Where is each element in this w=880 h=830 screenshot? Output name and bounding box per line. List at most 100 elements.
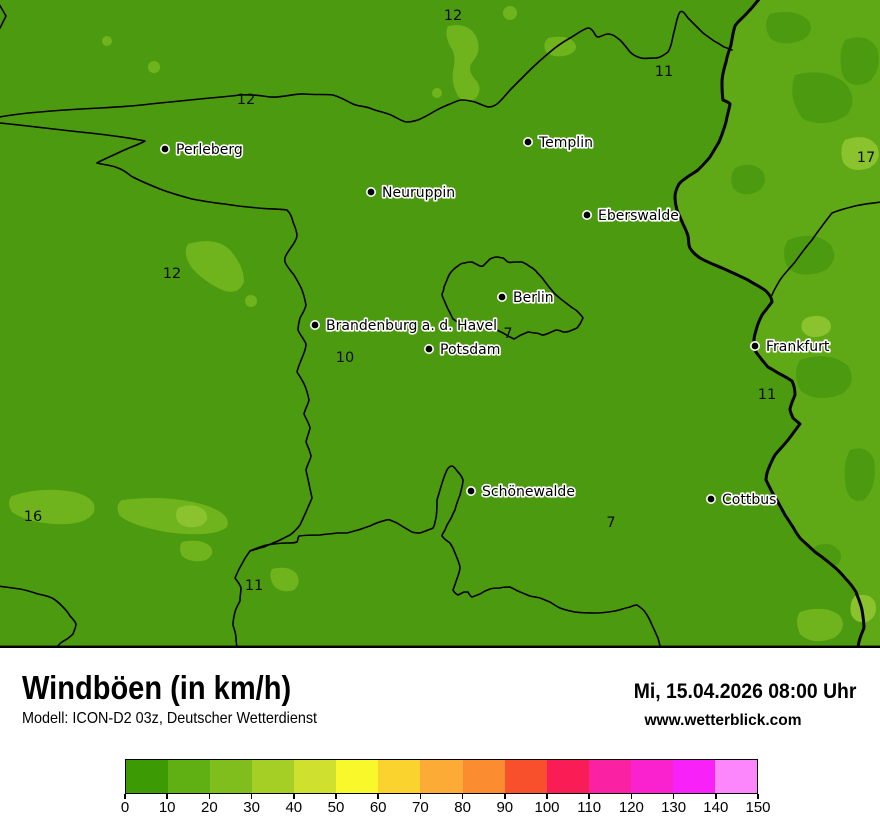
city-marker: Eberswalde — [581, 206, 680, 226]
city-marker: Perleberg — [160, 140, 244, 160]
gust-value: 12 — [163, 266, 181, 282]
legend-tick-label: 40 — [285, 799, 303, 816]
legend-tick — [166, 794, 168, 799]
legend-segment — [588, 760, 631, 793]
legend-tick-label: 100 — [534, 799, 560, 816]
legend-tick-label: 120 — [618, 799, 644, 816]
legend-segment — [378, 760, 421, 793]
legend-tick — [377, 794, 379, 799]
legend-tick — [630, 794, 633, 799]
legend-tick — [715, 794, 717, 799]
map-east-region — [675, 0, 880, 648]
city-markers: Perleberg Templin Neuruppin Eberswalde Berli… — [160, 133, 832, 510]
legend-tick-label: 130 — [661, 799, 687, 816]
wind-gust-map: Perleberg Templin Neuruppin Eberswalde Berli… — [0, 0, 880, 648]
city-label: Neuruppin — [382, 185, 455, 201]
map-bottom-frame — [0, 645, 880, 648]
city-marker: Brandenburg a. d. Havel — [309, 316, 499, 336]
legend-tick — [208, 794, 211, 799]
city-label: Potsdam — [440, 342, 500, 358]
gust-value: 7 — [606, 515, 615, 531]
legend-segment — [546, 760, 589, 793]
city-dot — [581, 210, 592, 221]
city-marker: Schönewalde — [465, 482, 577, 502]
city-label: Brandenburg a. d. Havel — [326, 318, 497, 334]
legend-tick — [250, 794, 253, 799]
national-border-oder — [673, 0, 866, 648]
city-dot — [365, 187, 376, 198]
gust-value: 11 — [245, 578, 263, 594]
city-dot — [465, 485, 476, 496]
legend-segment — [252, 760, 295, 793]
city-label: Perleberg — [176, 142, 243, 158]
city-label: Templin — [538, 135, 593, 151]
legend-segment — [420, 760, 463, 793]
gust-value: 12 — [237, 92, 255, 108]
warta-line — [771, 201, 880, 296]
legend-tick-label: 150 — [745, 799, 771, 816]
city-dot — [160, 144, 171, 155]
legend-tick — [504, 794, 506, 799]
legend-tick — [461, 794, 464, 799]
borders-group — [0, 0, 880, 648]
legend-segment — [336, 760, 379, 793]
city-dot — [309, 319, 320, 330]
legend-segment — [126, 760, 169, 793]
legend-tick-label: 140 — [703, 799, 729, 816]
legend-segment — [714, 760, 757, 793]
forecast-datetime: Mi, 15.04.2026 08:00 Uhr — [633, 679, 856, 703]
legend-segment — [630, 760, 673, 793]
city-label: Eberswalde — [598, 208, 679, 224]
city-marker: Frankfurt — [749, 337, 832, 357]
state-border-south — [249, 465, 662, 648]
city-label: Berlin — [513, 290, 554, 306]
legend-tick — [588, 794, 590, 799]
map-dark-patches — [731, 12, 879, 570]
legend-tick — [672, 794, 675, 799]
legend-tick-label: 0 — [120, 799, 130, 816]
legend-tick — [124, 794, 126, 799]
map-canvas: Perleberg Templin Neuruppin Eberswalde Berli… — [0, 0, 880, 648]
website-url: www.wetterblick.com — [644, 712, 802, 729]
border-fragment-nw — [0, 4, 7, 29]
gust-value: 11 — [655, 64, 673, 80]
legend-tick — [293, 794, 295, 799]
map-light-patches — [9, 6, 879, 642]
city-marker: Potsdam — [423, 340, 502, 360]
city-label: Frankfurt — [766, 339, 830, 355]
gust-value: 7 — [503, 326, 512, 342]
gust-value: 10 — [336, 350, 354, 366]
gust-value: 16 — [24, 509, 42, 525]
legend-tick-label: 30 — [243, 799, 260, 816]
city-dot — [749, 340, 760, 351]
legend-tick-label: 50 — [327, 799, 345, 816]
color-scale-bar — [125, 759, 758, 794]
legend-tick-label: 70 — [412, 799, 429, 816]
legend-tick — [757, 794, 759, 799]
legend-segment — [462, 760, 505, 793]
city-dot — [496, 291, 507, 302]
state-border-west — [0, 122, 313, 648]
city-label: Schönewalde — [482, 484, 575, 500]
legend-tick-label: 60 — [369, 799, 387, 816]
city-marker: Berlin — [496, 288, 555, 308]
legend-tick-label: 110 — [577, 799, 602, 816]
legend-tick-label: 20 — [201, 799, 218, 816]
city-marker: Templin — [522, 133, 595, 153]
gust-value: 17 — [857, 150, 875, 166]
legend-tick-label: 80 — [454, 799, 471, 816]
gust-value-labels: 12 11 17 12 12 10 7 11 16 7 11 — [24, 8, 875, 594]
gust-value: 12 — [444, 8, 462, 24]
legend-tick-label: 10 — [158, 799, 176, 816]
legend-tick-label: 90 — [496, 799, 514, 816]
legend-segment — [672, 760, 715, 793]
city-dot — [705, 493, 716, 504]
border-fragment-sw — [0, 585, 77, 648]
legend-tick — [335, 794, 337, 799]
city-dot — [423, 343, 434, 354]
model-info: Modell: ICON-D2 03z, Deutscher Wetterdie… — [22, 710, 318, 727]
city-marker: Cottbus — [705, 490, 778, 510]
berlin-border — [441, 256, 584, 340]
gust-value: 11 — [758, 387, 776, 403]
